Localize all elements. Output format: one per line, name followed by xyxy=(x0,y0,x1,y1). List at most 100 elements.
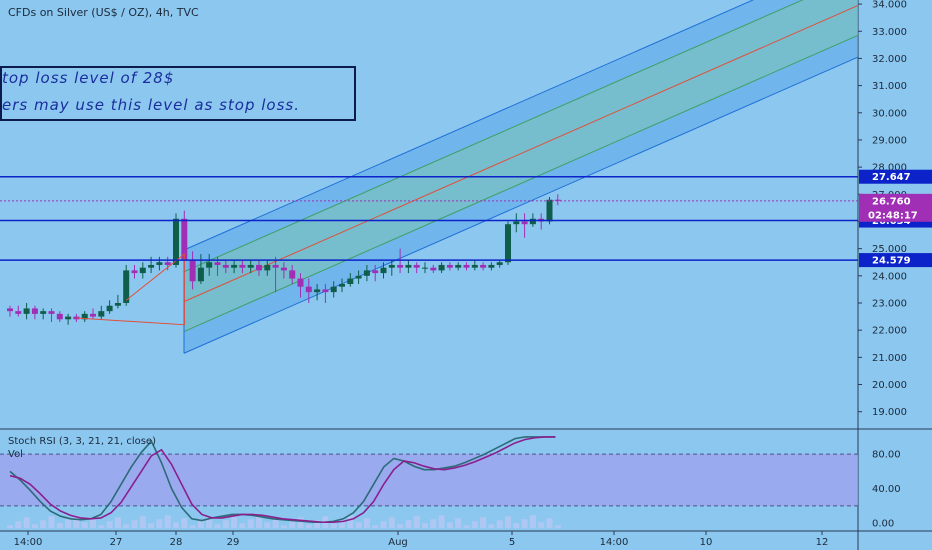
regression-channel-inner xyxy=(184,0,858,332)
candle-body xyxy=(206,262,213,268)
candle-body xyxy=(148,264,155,268)
volume-bar xyxy=(339,519,345,529)
volume-bar xyxy=(388,517,395,529)
candle-body xyxy=(496,262,503,265)
time-axis-label: 5 xyxy=(509,537,515,548)
candle-body xyxy=(388,264,395,268)
volume-bar xyxy=(48,516,55,529)
volume-bar xyxy=(214,524,221,529)
volume-bar xyxy=(206,517,213,529)
volume-bar xyxy=(23,517,30,529)
candle-body xyxy=(347,278,354,284)
candle-body xyxy=(355,275,362,279)
volume-bar xyxy=(56,523,63,529)
last-price-label: 26.760 xyxy=(872,196,911,207)
candle-body xyxy=(7,308,13,312)
volume-bar xyxy=(280,525,287,529)
candle-body xyxy=(247,264,254,268)
volume-bar xyxy=(114,517,121,529)
candle-body xyxy=(438,264,445,271)
candle-body xyxy=(430,267,437,271)
candle-body xyxy=(280,267,287,271)
chart-title: CFDs on Silver (US$ / OZ), 4h, TVC xyxy=(8,6,199,19)
candle-body xyxy=(231,264,238,268)
candle-body xyxy=(422,267,428,269)
volume-bar xyxy=(31,524,38,529)
candle-body xyxy=(15,311,22,314)
candle-body xyxy=(372,270,379,274)
trend-lines xyxy=(76,253,185,326)
price-axis-label: 32.000 xyxy=(872,54,907,65)
bar-countdown-label: 02:48:17 xyxy=(868,210,918,221)
time-axis-label: 28 xyxy=(170,537,183,548)
volume-bar xyxy=(471,521,478,529)
volume-bar xyxy=(496,520,503,529)
price-axis-label: 23.000 xyxy=(872,298,907,309)
candle-body xyxy=(222,264,229,268)
volume-bar xyxy=(81,522,88,529)
volume-bar xyxy=(164,515,171,529)
volume-bar xyxy=(505,516,511,529)
candle-body xyxy=(513,221,520,225)
channel-inner-upper-line xyxy=(183,0,804,273)
volume-bar xyxy=(372,525,379,529)
volume-bar xyxy=(488,524,495,529)
candle-body xyxy=(272,264,279,268)
stoch-axis-label: 40.00 xyxy=(872,484,901,495)
time-axis-label: 29 xyxy=(227,537,240,548)
price-level-label: 24.579 xyxy=(872,256,911,267)
volume-bar xyxy=(189,525,196,529)
volume-bar xyxy=(480,517,487,529)
volume-bar xyxy=(197,521,204,529)
price-axis-label: 20.000 xyxy=(872,380,907,391)
candle-body xyxy=(363,270,370,276)
candle-body xyxy=(164,262,171,265)
time-axis-label: 27 xyxy=(110,537,123,548)
volume-bar xyxy=(139,516,146,529)
candle-body xyxy=(139,267,146,274)
volume-bar xyxy=(513,523,520,529)
candle-body xyxy=(131,270,138,274)
candle-body xyxy=(505,224,511,263)
candle-body xyxy=(114,302,121,306)
stoch-overbought-oversold-band xyxy=(0,454,858,506)
candle-body xyxy=(90,313,96,317)
candle-body xyxy=(181,218,188,260)
volume-bar xyxy=(363,518,370,529)
volume-bar xyxy=(65,519,72,529)
candle-body xyxy=(81,313,88,320)
volume-bar xyxy=(98,525,105,529)
price-axis-label: 22.000 xyxy=(872,326,907,337)
candle-body xyxy=(397,264,404,268)
candle-body xyxy=(48,311,55,314)
price-axis-label: 21.000 xyxy=(872,353,907,364)
price-axis-label: 24.000 xyxy=(872,271,907,282)
candle-body xyxy=(297,278,304,287)
price-axis-label: 28.000 xyxy=(872,163,907,174)
volume-bar xyxy=(264,522,271,529)
volume-bar xyxy=(131,520,138,529)
candle-body xyxy=(463,264,470,268)
price-axis-label: 29.000 xyxy=(872,135,907,146)
candle-body xyxy=(173,218,179,265)
candle-body xyxy=(239,264,246,268)
candle-body xyxy=(314,289,321,293)
candle-body xyxy=(322,289,329,293)
volume-bar xyxy=(446,522,453,529)
candle-body xyxy=(339,283,345,287)
volume-bar xyxy=(405,520,412,529)
candle-body xyxy=(480,264,487,268)
volume-bar xyxy=(305,524,312,529)
price-axis-label: 31.000 xyxy=(872,81,907,92)
candle-body xyxy=(521,221,528,225)
volume-bar xyxy=(314,520,321,529)
price-axis-label: 19.000 xyxy=(872,407,907,418)
volume-bar xyxy=(40,520,47,529)
volume-bar xyxy=(256,515,262,529)
volume-bar xyxy=(173,522,179,529)
volume-bar xyxy=(90,518,96,529)
candle-body xyxy=(197,267,204,282)
candle-body xyxy=(156,262,163,265)
volume-bar xyxy=(106,521,113,529)
